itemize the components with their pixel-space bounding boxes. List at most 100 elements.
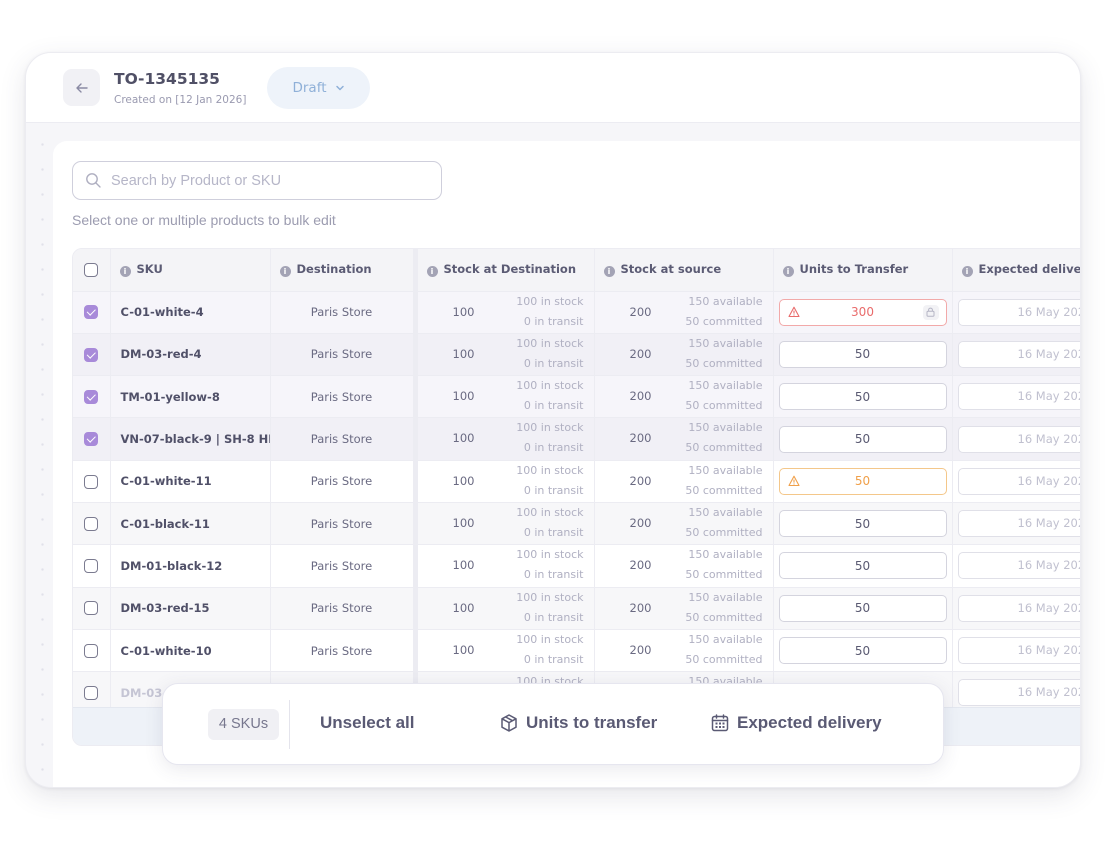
- status-label: Draft: [292, 80, 327, 96]
- column-header-stock-source[interactable]: i Stock at source: [594, 249, 774, 292]
- delivery-date-value: 16 May 2025: [1017, 473, 1081, 488]
- in-transit-text: 0 in transit: [523, 525, 584, 539]
- units-to-transfer-input[interactable]: 50: [778, 552, 947, 580]
- units-to-transfer-input[interactable]: 50: [778, 510, 947, 538]
- column-header-units[interactable]: i Units to Transfer: [773, 249, 953, 292]
- stock-source-cell: 200 150 available 50 committed: [594, 291, 774, 334]
- expected-delivery-input[interactable]: 16 May 2025: [957, 679, 1081, 707]
- back-button[interactable]: [63, 69, 100, 106]
- units-to-transfer-button[interactable]: Units to transfer: [499, 713, 657, 733]
- expected-delivery-input[interactable]: 16 May 2025: [957, 298, 1080, 326]
- in-stock-text: 100 in stock: [516, 548, 584, 562]
- top-bar: TO-1345135 Created on [12 Jan 2026] Draf…: [26, 53, 1080, 123]
- calendar-icon: [711, 714, 729, 732]
- column-header-stock-destination[interactable]: i Stock at Destination: [415, 249, 595, 292]
- info-icon: i: [603, 266, 615, 278]
- stock-destination-cell: 100 100 in stock 0 in transit: [415, 375, 595, 419]
- stock-source-cell: 200 150 available 50 committed: [594, 544, 774, 588]
- status-dropdown[interactable]: Draft: [267, 67, 370, 109]
- committed-text: 50 committed: [685, 652, 763, 666]
- stock-source-value: 200: [629, 346, 652, 361]
- divider: [289, 700, 290, 749]
- row-select-cell: [73, 544, 111, 588]
- in-transit-text: 0 in transit: [523, 314, 584, 328]
- row-checkbox[interactable]: [84, 516, 99, 531]
- stock-destination-cell: 100 100 in stock 0 in transit: [415, 291, 595, 334]
- stock-source-value: 200: [629, 389, 652, 404]
- in-transit-text: 0 in transit: [523, 483, 584, 497]
- units-value: 50: [854, 389, 871, 404]
- expected-delivery-input[interactable]: 16 May 2025: [957, 383, 1080, 411]
- row-checkbox[interactable]: [84, 389, 99, 404]
- row-checkbox[interactable]: [84, 432, 99, 447]
- units-to-transfer-label: Units to transfer: [526, 713, 658, 732]
- expected-delivery-input[interactable]: 16 May 2025: [957, 425, 1080, 453]
- units-to-transfer-input[interactable]: 50: [778, 594, 947, 622]
- row-checkbox[interactable]: [84, 559, 99, 574]
- units-to-transfer-input[interactable]: 300: [778, 298, 947, 326]
- committed-text: 50 committed: [685, 441, 763, 455]
- row-checkbox[interactable]: [84, 601, 99, 616]
- committed-text: 50 committed: [685, 399, 763, 413]
- stock-destination-cell: 100 100 in stock 0 in transit: [415, 544, 595, 588]
- table-row[interactable]: DM-01-black-12 Paris Store 100 100 in stock…: [73, 544, 1080, 588]
- search-input[interactable]: [111, 172, 411, 189]
- select-all-checkbox[interactable]: [84, 263, 99, 277]
- delivery-date-value: 16 May 2025: [1017, 685, 1081, 700]
- app-window: TO-1345135 Created on [12 Jan 2026] Draf…: [25, 52, 1081, 788]
- column-header-sku[interactable]: i SKU: [110, 249, 271, 292]
- units-to-transfer-input[interactable]: 50: [778, 467, 947, 495]
- units-to-transfer-input[interactable]: 50: [778, 425, 947, 453]
- stock-source-cell: 200 150 available 50 committed: [594, 333, 774, 377]
- units-to-transfer-input[interactable]: 50: [778, 383, 947, 411]
- unselect-all-button[interactable]: Unselect all: [320, 713, 415, 733]
- stock-source-value: 200: [629, 642, 652, 657]
- column-header-delivery[interactable]: i Expected delivery: [952, 249, 1080, 292]
- row-checkbox[interactable]: [84, 305, 99, 320]
- destination-cell: Paris Store: [270, 375, 418, 419]
- expected-delivery-input[interactable]: 16 May 2025: [957, 637, 1080, 665]
- expected-delivery-input[interactable]: 16 May 2025: [957, 340, 1080, 368]
- table-row[interactable]: C-01-white-4 Paris Store 100 100 in stock 0 …: [73, 291, 1080, 334]
- table-row[interactable]: C-01-white-11 Paris Store 100 100 in stock 0…: [73, 460, 1081, 503]
- sku-cell: DM-03-red-4: [110, 333, 271, 377]
- info-icon: i: [426, 266, 438, 278]
- expected-delivery-input[interactable]: 16 May 2025: [957, 510, 1080, 538]
- available-text: 150 available: [688, 632, 763, 646]
- stock-source-cell: 200 150 available 50 committed: [594, 587, 774, 630]
- destination-cell: Paris Store: [270, 587, 418, 630]
- table-row[interactable]: DM-03-red-15 Paris Store 100 100 in stock 0 …: [73, 587, 1080, 630]
- units-to-transfer-input[interactable]: 50: [778, 637, 947, 665]
- stock-source-cell: 200 150 available 50 committed: [594, 502, 774, 546]
- bulk-action-bar: 4 SKUs Unselect all Units to transfer Ex…: [162, 683, 944, 765]
- table-row[interactable]: C-01-black-11 Paris Store 100 100 in stock 0…: [73, 502, 1080, 546]
- committed-text: 50 committed: [685, 610, 763, 624]
- expected-delivery-input[interactable]: 16 May 2025: [957, 594, 1080, 622]
- column-header-destination[interactable]: i Destination: [270, 249, 418, 292]
- expected-delivery-label: Expected delivery: [737, 713, 882, 732]
- transfer-order-id: TO-1345135: [114, 70, 220, 88]
- units-to-transfer-input[interactable]: 50: [778, 340, 947, 368]
- expected-delivery-input[interactable]: 16 May 2025: [957, 552, 1080, 580]
- sku-cell: C-01-white-4: [110, 291, 271, 334]
- row-checkbox[interactable]: [84, 474, 99, 489]
- expected-delivery-input[interactable]: 16 May 2025: [957, 467, 1081, 495]
- in-stock-text: 100 in stock: [516, 590, 584, 604]
- destination-cell: Paris Store: [270, 544, 418, 588]
- lock-icon[interactable]: [922, 304, 939, 320]
- delivery-cell: 16 May 2025: [952, 587, 1080, 630]
- table-row[interactable]: TM-01-yellow-8 Paris Store 100 100 in stock…: [73, 375, 1080, 419]
- units-cell: 50: [773, 544, 953, 588]
- table-row[interactable]: C-01-white-10 Paris Store 100 100 in stock 0…: [73, 629, 1080, 673]
- row-checkbox[interactable]: [84, 643, 99, 658]
- table-row[interactable]: VN-07-black-9 | SH-8 HI Paris Store 100 100…: [73, 417, 1080, 461]
- search-box[interactable]: [72, 161, 442, 200]
- committed-text: 50 committed: [685, 356, 763, 370]
- delivery-cell: 16 May 2025: [952, 544, 1080, 588]
- row-checkbox[interactable]: [84, 347, 99, 362]
- committed-text: 50 committed: [685, 568, 763, 582]
- row-checkbox[interactable]: [84, 686, 99, 701]
- expected-delivery-button[interactable]: Expected delivery: [710, 713, 882, 733]
- table-row[interactable]: DM-03-red-4 Paris Store 100 100 in stock 0 i…: [73, 333, 1080, 377]
- available-text: 150 available: [688, 548, 763, 562]
